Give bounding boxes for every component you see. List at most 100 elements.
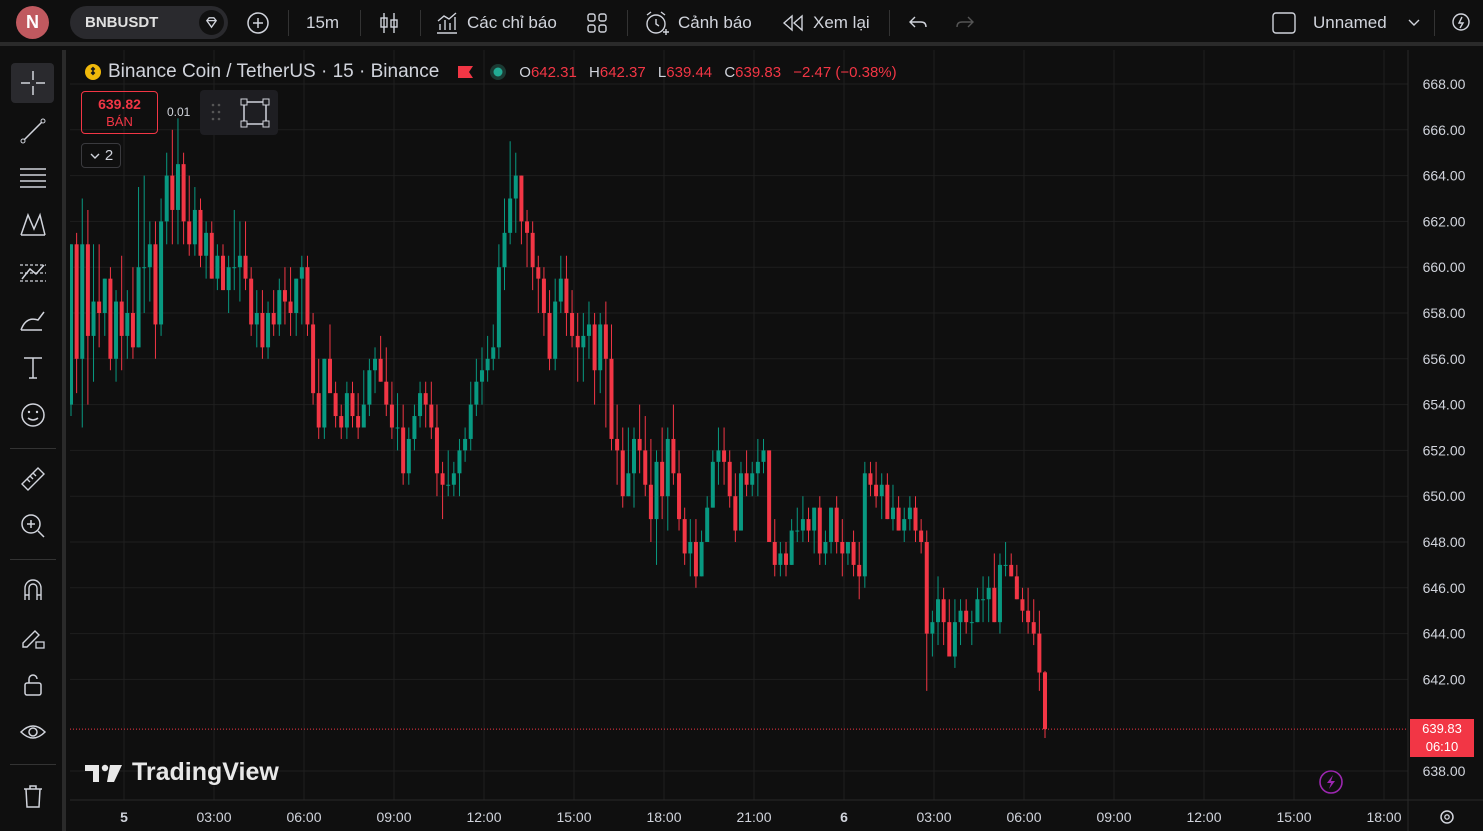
remove-drawings-tool[interactable] xyxy=(11,776,54,816)
open-key: O xyxy=(519,63,531,81)
candle-body xyxy=(491,347,496,359)
replay-label: Xem lại xyxy=(813,13,870,32)
quick-search-button[interactable] xyxy=(1450,8,1474,38)
undo-button[interactable] xyxy=(907,8,929,38)
market-status-icon[interactable] xyxy=(487,63,509,81)
candle-body xyxy=(429,404,434,428)
symbol-search-button[interactable]: BNBUSDT xyxy=(70,6,228,39)
last-price-value: 639.83 xyxy=(1422,721,1462,736)
symbol-legend: Binance Coin / TetherUS · 15 · Binance O… xyxy=(84,60,905,84)
redo-button[interactable] xyxy=(954,8,976,38)
forecast-tool[interactable] xyxy=(11,253,54,293)
templates-button[interactable] xyxy=(586,8,608,38)
candle-body xyxy=(879,484,884,497)
candle-body xyxy=(339,416,344,428)
candle-body xyxy=(564,278,569,313)
flag-icon[interactable] xyxy=(455,63,477,81)
time-axis-label: 15:00 xyxy=(556,809,591,825)
candle-body xyxy=(508,198,513,233)
user-avatar[interactable]: N xyxy=(16,6,49,39)
candle-body xyxy=(986,587,991,600)
time-axis-label: 18:00 xyxy=(646,809,681,825)
chart-type-button[interactable] xyxy=(378,8,400,38)
zoom-in-icon xyxy=(20,514,45,538)
crosshair-tool[interactable] xyxy=(11,63,54,103)
candle-body xyxy=(147,244,152,268)
candle-body xyxy=(660,461,665,497)
tradingview-logo[interactable]: TradingView xyxy=(84,758,279,787)
fib-tool[interactable] xyxy=(11,158,54,198)
lock-tool[interactable] xyxy=(11,665,54,705)
candle-body xyxy=(254,313,259,325)
settings-gear-icon[interactable] xyxy=(1440,810,1454,824)
candle-body xyxy=(682,519,687,554)
symbol-title[interactable]: Binance Coin / TetherUS · 15 · Binance xyxy=(108,61,440,82)
trend-line-tool[interactable] xyxy=(11,111,54,151)
layout-menu-button[interactable]: Unnamed xyxy=(1271,8,1423,38)
price-axis-label: 660.00 xyxy=(1423,259,1466,275)
candle-body xyxy=(232,267,237,269)
lock-drawing-tool[interactable] xyxy=(11,617,54,657)
crosshair-icon xyxy=(20,71,45,95)
candle-body xyxy=(305,267,310,325)
drawing-widget[interactable] xyxy=(200,90,278,135)
drag-handle-icon[interactable] xyxy=(210,102,222,122)
replay-button[interactable]: Xem lại xyxy=(781,8,870,38)
candle-body xyxy=(851,542,856,565)
pattern-tool[interactable] xyxy=(11,205,54,245)
candle-body xyxy=(890,507,895,520)
plus-circle-icon xyxy=(247,12,269,34)
candle-body xyxy=(97,301,102,313)
candle-body xyxy=(457,450,462,474)
candlestick-chart[interactable]: 668.00 666.00 664.00 662.00 660.00 658.00 656.… xyxy=(70,50,1483,831)
candle-body xyxy=(648,484,653,520)
magnet-tool[interactable] xyxy=(11,570,54,610)
candle-body xyxy=(637,438,642,451)
visibility-tool[interactable] xyxy=(11,712,54,752)
zoom-tool[interactable] xyxy=(11,506,54,546)
candle-body xyxy=(553,301,558,359)
candle-body xyxy=(924,542,929,634)
undo-icon xyxy=(909,16,927,28)
spread-value: 0.01 xyxy=(167,105,191,119)
time-axis-label: 09:00 xyxy=(1096,809,1131,825)
candle-body xyxy=(316,393,321,428)
candle-body xyxy=(952,622,957,657)
candle-body xyxy=(271,313,276,325)
chevron-down-icon xyxy=(90,153,100,159)
chart-pane[interactable]: 668.00 666.00 664.00 662.00 660.00 658.00 656.… xyxy=(70,50,1483,831)
candle-body xyxy=(857,564,862,577)
alert-button[interactable]: Cảnh báo xyxy=(644,8,752,38)
emoji-tool[interactable] xyxy=(11,395,54,435)
logo-text: TradingView xyxy=(132,758,279,786)
sell-button[interactable]: 639.82 BÁN xyxy=(81,91,158,134)
smiley-icon xyxy=(20,403,45,427)
lightning-icon[interactable] xyxy=(1319,770,1343,794)
candle-body xyxy=(294,278,299,313)
candle-body xyxy=(187,221,192,245)
measure-tool[interactable] xyxy=(11,459,54,499)
candle-body xyxy=(784,553,789,565)
candles-icon xyxy=(380,13,398,33)
candle-body xyxy=(153,244,158,325)
symbol-label: BNBUSDT xyxy=(85,14,159,31)
indicators-button[interactable]: Các chỉ báo xyxy=(435,8,557,38)
select-rectangle-icon[interactable] xyxy=(240,98,270,128)
time-axis-label: 6 xyxy=(840,809,848,825)
candle-body xyxy=(496,267,501,348)
compare-symbol-button[interactable] xyxy=(245,8,271,38)
price-axis-label: 644.00 xyxy=(1423,626,1466,642)
price-axis-label: 638.00 xyxy=(1423,763,1466,779)
candle-body xyxy=(862,473,867,577)
candle-body xyxy=(1026,610,1031,623)
diamond-icon[interactable] xyxy=(199,10,224,35)
candle-body xyxy=(902,519,907,531)
candle-body xyxy=(964,610,969,623)
rewind-icon xyxy=(782,14,803,32)
candle-body xyxy=(620,450,625,497)
text-tool[interactable] xyxy=(11,347,54,387)
time-axis-label: 21:00 xyxy=(736,809,771,825)
interval-button[interactable]: 15m xyxy=(306,8,339,38)
collapse-indicators-button[interactable]: 2 xyxy=(81,143,121,168)
brush-tool[interactable] xyxy=(11,300,54,340)
